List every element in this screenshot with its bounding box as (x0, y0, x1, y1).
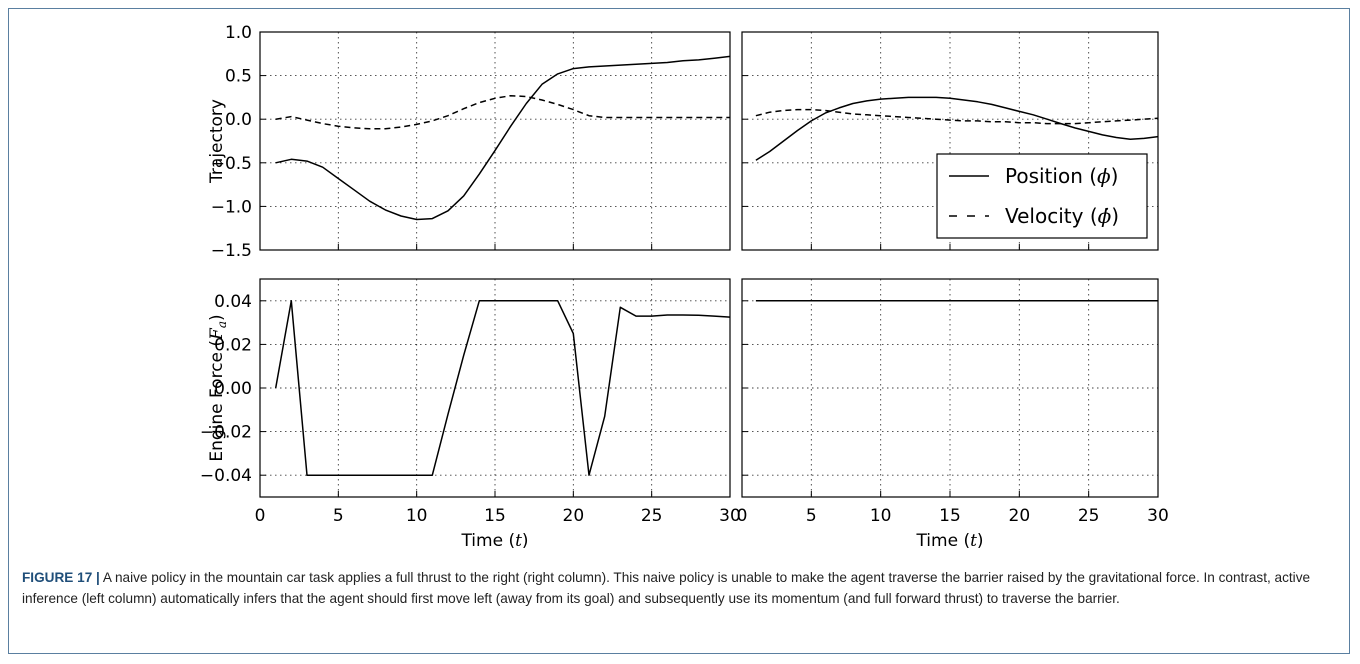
bottom-left-xtick-label: 20 (563, 506, 585, 526)
bottom-right-axes-frame (741, 278, 1159, 498)
bottom-left-ytick-label: −0.04 (200, 466, 252, 486)
top-left-ytick-label: −1.0 (211, 197, 252, 217)
top-right-series-velocity-line (755, 108, 1159, 125)
top-left-series-position-line (275, 55, 731, 221)
top-left-axes-frame (259, 31, 731, 251)
bottom-right-xtick-label: 30 (1147, 506, 1169, 526)
bottom-left-xtick-label: 0 (255, 506, 266, 526)
bottom-left-ytick-label: 0.02 (214, 335, 252, 355)
top-left-series-velocity-line (275, 94, 730, 130)
top-right-axes-frame (741, 31, 1159, 251)
bottom-right-xtick-label: 0 (737, 506, 748, 526)
bottom-right-xtick-label: 5 (806, 506, 817, 526)
top-left-ytick-label: −0.5 (211, 154, 252, 174)
legend-position-label: Position (ϕ) (1005, 164, 1118, 188)
bottom-left-xlabel: Time (t) (460, 531, 528, 551)
bottom-left-ytick-label: 0.00 (214, 379, 252, 399)
top-left-ytick-label: 0.0 (225, 110, 252, 130)
caption-text: A naive policy in the mountain car task … (22, 570, 1311, 606)
bottom-right-xtick-label: 20 (1009, 506, 1031, 526)
figure-frame (8, 8, 1350, 654)
top-left-ytick-label: −1.5 (211, 241, 252, 261)
bottom-left-ylabel: Engine Force (Fa) (207, 314, 229, 461)
top-right-series-position-line (755, 96, 1159, 161)
bottom-right-xtick-label: 10 (870, 506, 892, 526)
bottom-left-xtick-label: 5 (333, 506, 344, 526)
bottom-left-axes-frame (259, 278, 731, 498)
figure-chart: 1.0 0.5 0.0 −0.5 −1.0 −1.5 Trajectory Position … (200, 23, 1169, 551)
top-left-ytick-label: 1.0 (225, 23, 252, 43)
bottom-right-xlabel: Time (t) (915, 531, 983, 551)
bottom-left-xtick-label: 30 (719, 506, 741, 526)
top-left-ytick-label: 0.5 (225, 67, 252, 87)
bottom-left-xtick-label: 15 (484, 506, 506, 526)
bottom-right-xtick-label: 15 (939, 506, 961, 526)
bottom-left-xtick-label: 10 (406, 506, 428, 526)
figure-caption: FIGURE 17 | A naive policy in the mounta… (22, 567, 1340, 609)
legend-velocity-label: Velocity (ϕ̇) (1005, 204, 1119, 228)
bottom-right-xtick-label: 25 (1078, 506, 1100, 526)
caption-label: FIGURE 17 | (22, 570, 100, 585)
bottom-left-ytick-label: 0.04 (214, 292, 252, 312)
bottom-left-xtick-label: 25 (641, 506, 663, 526)
top-left-ylabel: Trajectory (207, 99, 227, 184)
bottom-left-series-position-line (274, 300, 731, 476)
bottom-left-ytick-label: −0.02 (200, 423, 252, 443)
legend-box (936, 153, 1148, 239)
